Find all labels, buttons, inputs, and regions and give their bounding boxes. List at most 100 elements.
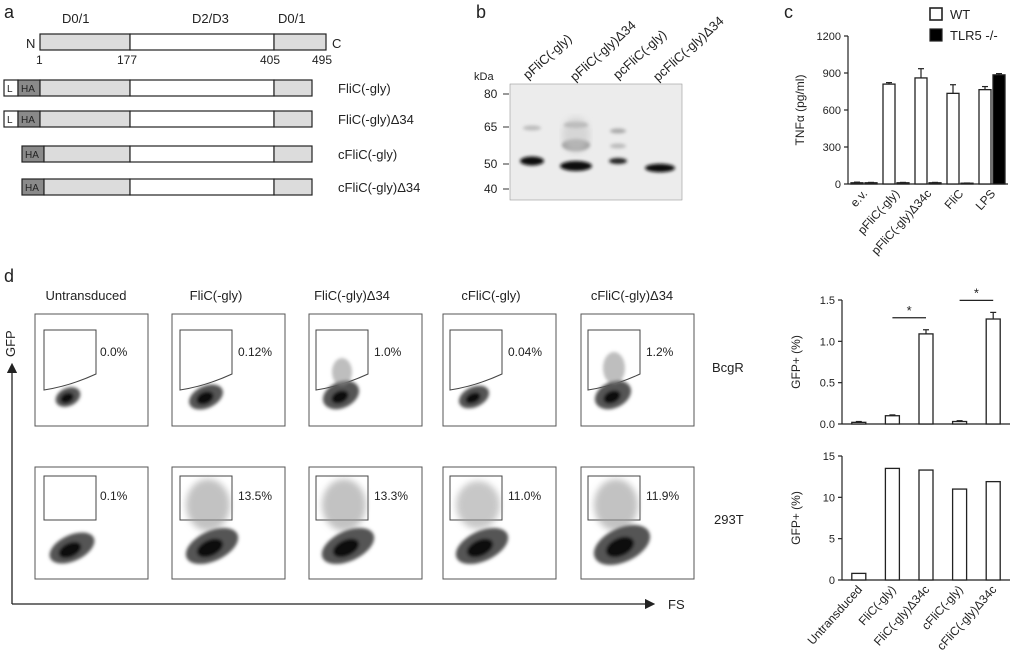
band-lane-1 <box>520 156 544 166</box>
category-label: LPS <box>973 187 999 213</box>
column-header-untransduced: Untransduced <box>46 288 127 303</box>
y-axis-label: TNFα (pg/ml) <box>793 75 807 146</box>
legend-swatch-tlr5 <box>929 28 943 42</box>
gate-percentage: 0.04% <box>508 345 542 359</box>
construct-label-4: cFliC(-gly)Δ34 <box>338 180 420 195</box>
fs-axis-label: FS <box>668 597 685 612</box>
lane-label-4: pcFliC(-gly)Δ34 <box>650 13 727 84</box>
bar-wt-4 <box>978 89 992 185</box>
gate-percentage: 0.0% <box>100 345 128 359</box>
bar-value-4 <box>985 318 1001 425</box>
gfp-axis-label: GFP <box>3 330 18 357</box>
y-tick-label: 1.5 <box>820 295 835 307</box>
blot-membrane <box>509 83 683 201</box>
fcs-plot-293t-cflic-delta34: 11.9% <box>580 466 695 580</box>
bar-wt-3 <box>946 92 960 185</box>
panel-b-western-blot: kDa 80 65 50 40 pFliC(-gly) pFliC(-gly)Δ… <box>474 13 727 201</box>
panel-a-diagram: D0/1 D2/D3 D0/1 N C 1 177 405 495 L HA F… <box>3 11 420 196</box>
fcs-plot-bcgr-flic-delta34: 1.0% <box>308 313 423 427</box>
category-label: Untransduced <box>805 583 865 648</box>
y-axis-label: GFP+ (%) <box>789 335 803 389</box>
chart-gfp-bcgr: 0.0 0.5 1.0 1.5 GFP+ (%) * * <box>789 285 1010 431</box>
panel-label-a: a <box>4 2 15 22</box>
bar-wt-0 <box>850 182 864 185</box>
y-tick-label: 300 <box>823 142 841 154</box>
gate-percentage: 0.12% <box>238 345 272 359</box>
gate-percentage: 13.5% <box>238 489 272 503</box>
fcs-plot-bcgr-cflic-delta34: 1.2% <box>580 313 695 427</box>
construct-flic-gly-delta34: L HA FliC(-gly)Δ34 <box>3 110 414 128</box>
y-tick-label: 0.0 <box>820 419 835 431</box>
band-lane-4 <box>645 163 675 173</box>
position-177: 177 <box>117 53 137 67</box>
bar-value-0 <box>851 572 867 581</box>
bar-value-1 <box>884 415 901 425</box>
construct-cflic-gly-delta34: HA cFliC(-gly)Δ34 <box>21 178 420 196</box>
y-tick-label: 0.5 <box>820 378 835 390</box>
gate-percentage: 11.9% <box>646 489 679 503</box>
gfp-gate <box>43 329 97 391</box>
y-tick-label: 5 <box>829 534 835 546</box>
panel-d-flow-cytometry: Untransduced FliC(-gly) FliC(-gly)Δ34 cF… <box>3 288 744 612</box>
gfp-gate <box>449 329 503 391</box>
panel-label-d: d <box>4 266 14 286</box>
significance-star: * <box>974 285 979 300</box>
marker-40: 40 <box>484 182 498 196</box>
ha-tag-label: HA <box>21 115 35 126</box>
n-terminus-label: N <box>26 36 35 51</box>
construct-label-2: FliC(-gly)Δ34 <box>338 112 414 127</box>
y-tick-label: 0 <box>829 575 835 587</box>
bar-wt-1 <box>882 83 896 185</box>
marker-65: 65 <box>484 120 498 134</box>
panel-label-b: b <box>476 2 486 22</box>
fcs-plot-bcgr-flic: 0.12% <box>171 313 286 427</box>
domain-label-left: D0/1 <box>62 11 89 26</box>
ha-tag-label: HA <box>21 84 35 95</box>
fcs-plot-293t-flic-delta34: 13.3% <box>308 466 423 580</box>
bar-value-0 <box>851 421 867 425</box>
ha-tag-label: HA <box>25 150 39 161</box>
position-495: 495 <box>312 53 332 67</box>
bar-tlr5--4 <box>992 74 1006 185</box>
fcs-plot-bcgr-cflic: 0.04% <box>442 313 557 427</box>
fcs-plot-bcgr-untransduced: 0.0% <box>34 313 149 427</box>
legend-label-tlr5: TLR5 -/- <box>950 28 998 43</box>
y-tick-label: 600 <box>823 105 841 117</box>
panel-c-legend: WT TLR5 -/- <box>929 7 998 43</box>
y-tick-label: 0 <box>835 179 841 191</box>
y-axis-label: GFP+ (%) <box>789 491 803 545</box>
construct-label-1: FliC(-gly) <box>338 81 391 96</box>
gfp-gate <box>43 475 97 521</box>
fcs-plot-293t-flic: 13.5% <box>171 466 286 580</box>
leader-tag-label: L <box>7 115 13 126</box>
y-tick-label: 15 <box>823 451 835 463</box>
row-label-bcgr: BcgR <box>712 360 744 375</box>
gate-percentage: 0.1% <box>100 489 128 503</box>
position-1: 1 <box>36 53 43 67</box>
domain-bar-d01-c <box>273 33 327 51</box>
lane-label-1: pFliC(-gly) <box>520 31 575 82</box>
gfp-gate <box>179 329 233 391</box>
bar-value-3 <box>951 420 968 425</box>
gate-percentage: 1.0% <box>374 345 402 359</box>
column-header-cflic-delta34: cFliC(-gly)Δ34 <box>591 288 673 303</box>
bar-value-2 <box>918 469 934 581</box>
band-lane-3 <box>609 158 627 164</box>
column-header-flic-delta34: FliC(-gly)Δ34 <box>314 288 390 303</box>
marker-80: 80 <box>484 87 498 101</box>
c-terminus-label: C <box>332 36 341 51</box>
ha-tag-label: HA <box>25 183 39 194</box>
row-label-293t: 293T <box>714 512 744 527</box>
construct-flic-gly: L HA FliC(-gly) <box>3 79 391 97</box>
fcs-plot-293t-cflic: 11.0% <box>442 466 557 580</box>
bar-value-4 <box>985 480 1001 581</box>
construct-label-3: cFliC(-gly) <box>338 147 397 162</box>
y-tick-label: 1.0 <box>820 336 835 348</box>
category-label: e.v. <box>847 187 870 210</box>
gate-percentage: 13.3% <box>374 489 408 503</box>
domain-bar-d2d3 <box>129 33 275 51</box>
bar-value-2 <box>918 333 934 425</box>
